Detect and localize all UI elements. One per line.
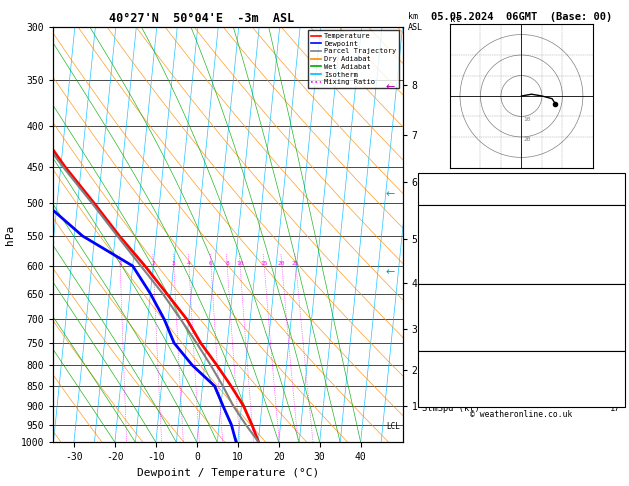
- Text: Totals Totals: Totals Totals: [422, 184, 491, 193]
- Text: CAPE (J): CAPE (J): [422, 269, 464, 278]
- Text: 9.6: 9.6: [605, 236, 621, 245]
- Text: 307: 307: [605, 247, 621, 256]
- Text: PW (cm): PW (cm): [422, 195, 459, 205]
- Text: Pressure (mb): Pressure (mb): [422, 303, 491, 312]
- Text: Hodograph: Hodograph: [498, 353, 545, 362]
- Text: 41: 41: [610, 184, 621, 193]
- Text: StmSpd (kt): StmSpd (kt): [422, 403, 480, 413]
- Text: 82: 82: [610, 371, 621, 380]
- Text: K: K: [422, 174, 427, 183]
- Text: 3: 3: [172, 260, 175, 265]
- Text: 4: 4: [616, 325, 621, 334]
- Text: 0: 0: [616, 347, 621, 356]
- Text: 312: 312: [605, 314, 621, 324]
- Text: ←: ←: [386, 267, 395, 277]
- Text: 7: 7: [616, 258, 621, 267]
- Text: EH: EH: [422, 371, 433, 380]
- Text: km
ASL: km ASL: [408, 12, 423, 32]
- Text: CIN (J): CIN (J): [422, 280, 459, 289]
- Text: ←: ←: [386, 190, 395, 199]
- Text: StmDir: StmDir: [422, 393, 454, 402]
- Text: θₑ (K): θₑ (K): [422, 314, 454, 324]
- Text: 25: 25: [292, 260, 299, 265]
- Text: 40°27'N  50°04'E  -3m  ASL: 40°27'N 50°04'E -3m ASL: [109, 12, 294, 25]
- Text: kt: kt: [450, 15, 460, 24]
- Text: 6: 6: [209, 260, 213, 265]
- Text: LCL: LCL: [387, 422, 401, 431]
- Text: © weatheronline.co.uk: © weatheronline.co.uk: [470, 410, 572, 419]
- Text: Surface: Surface: [503, 207, 540, 216]
- Text: CAPE (J): CAPE (J): [422, 336, 464, 346]
- Text: Lifted Index: Lifted Index: [422, 325, 485, 334]
- Text: 2.32: 2.32: [600, 195, 621, 205]
- Text: 0: 0: [616, 280, 621, 289]
- Text: Dewp (°C): Dewp (°C): [422, 236, 469, 245]
- Text: 1: 1: [118, 260, 122, 265]
- Text: 283°: 283°: [600, 393, 621, 402]
- Text: 20: 20: [278, 260, 286, 265]
- Text: ←: ←: [386, 83, 395, 92]
- Text: 2: 2: [152, 260, 155, 265]
- Text: 10: 10: [236, 260, 243, 265]
- Text: 15: 15: [260, 260, 268, 265]
- Text: CIN (J): CIN (J): [422, 347, 459, 356]
- Text: 0: 0: [616, 336, 621, 346]
- Text: 0: 0: [616, 269, 621, 278]
- Text: 4: 4: [187, 260, 191, 265]
- Text: 20: 20: [523, 137, 531, 142]
- X-axis label: Dewpoint / Temperature (°C): Dewpoint / Temperature (°C): [137, 468, 319, 478]
- Legend: Temperature, Dewpoint, Parcel Trajectory, Dry Adiabat, Wet Adiabat, Isotherm, Mi: Temperature, Dewpoint, Parcel Trajectory…: [308, 30, 399, 88]
- Text: 147: 147: [605, 382, 621, 391]
- Text: 8: 8: [225, 260, 229, 265]
- Text: 750: 750: [605, 303, 621, 312]
- Text: 21: 21: [610, 174, 621, 183]
- Text: 10: 10: [523, 117, 531, 122]
- Text: 17: 17: [610, 403, 621, 413]
- Text: SREH: SREH: [422, 382, 443, 391]
- Text: 05.05.2024  06GMT  (Base: 00): 05.05.2024 06GMT (Base: 00): [431, 12, 612, 22]
- Text: Lifted Index: Lifted Index: [422, 258, 485, 267]
- Text: θₑ(K): θₑ(K): [422, 247, 448, 256]
- Y-axis label: hPa: hPa: [6, 225, 15, 244]
- Text: 15.1: 15.1: [600, 225, 621, 234]
- Text: Most Unstable: Most Unstable: [487, 285, 555, 295]
- Text: Temp (°C): Temp (°C): [422, 225, 469, 234]
